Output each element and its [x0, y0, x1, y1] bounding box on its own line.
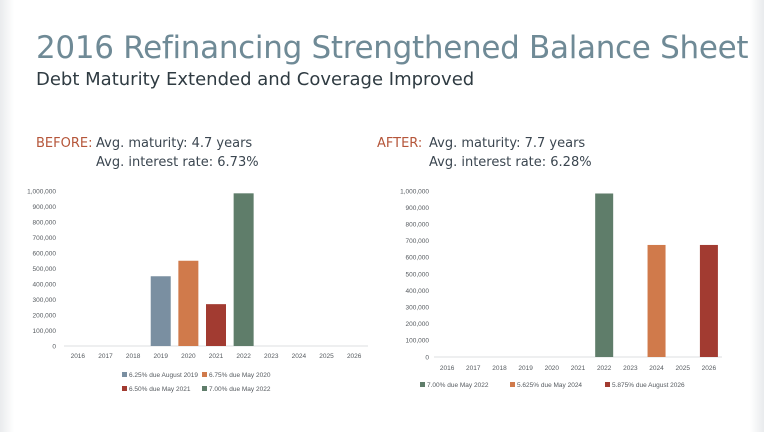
y-tick-label: 500,000: [406, 271, 430, 278]
y-tick-label: 100,000: [406, 338, 430, 345]
x-tick-label: 2022: [597, 365, 612, 372]
bar-2020: [178, 260, 199, 346]
bar-2026: [699, 244, 718, 357]
legend-label: 5.875% due August 2026: [612, 382, 685, 389]
x-tick-label: 2021: [209, 353, 224, 360]
y-tick-label: 500,000: [33, 266, 57, 273]
y-tick-label: 1,000,000: [27, 188, 56, 195]
y-tick-label: 800,000: [33, 219, 57, 226]
x-tick-label: 2017: [98, 353, 113, 360]
y-tick-label: 0: [52, 343, 56, 350]
y-tick-label: 400,000: [33, 281, 57, 288]
legend-swatch: [605, 382, 610, 387]
y-tick-label: 300,000: [33, 297, 57, 304]
y-tick-label: 400,000: [406, 288, 430, 295]
before-stats: BEFORE: Avg. maturity: 4.7 years Avg. int…: [36, 134, 259, 172]
bar-2024: [647, 244, 666, 357]
legend-swatch: [420, 382, 425, 387]
after-debt-maturity-chart: 0 100,000 200,000 300,000 400,000 500,000 600,…: [400, 188, 722, 389]
x-tick-label: 2016: [440, 365, 455, 372]
legend-label: 6.25% due August 2019: [129, 372, 198, 379]
y-tick-label: 0: [425, 354, 429, 361]
y-tick-label: 300,000: [406, 305, 430, 312]
bar-2022: [233, 193, 254, 346]
after-stats: AFTER: Avg. maturity: 7.7 years Avg. inte…: [377, 134, 592, 172]
x-tick-label: 2026: [702, 365, 717, 372]
x-tick-label: 2018: [126, 353, 141, 360]
y-tick-label: 600,000: [33, 250, 57, 257]
y-tick-label: 100,000: [33, 328, 57, 335]
y-tick-label: 600,000: [406, 255, 430, 262]
bar-2022: [595, 193, 614, 357]
legend-swatch: [202, 386, 207, 391]
y-tick-label: 700,000: [33, 235, 57, 242]
x-tick-label: 2020: [181, 353, 196, 360]
legend-swatch: [122, 386, 127, 391]
x-tick-label: 2023: [623, 365, 638, 372]
after-avg-maturity: Avg. maturity: 7.7 years: [429, 136, 586, 151]
legend-swatch: [510, 382, 515, 387]
x-tick-label: 2025: [675, 365, 690, 372]
bar-2019: [150, 276, 171, 346]
x-tick-label: 2016: [71, 353, 86, 360]
legend-label: 5.625% due May 2024: [517, 382, 582, 389]
before-avg-maturity: Avg. maturity: 4.7 years: [96, 136, 253, 151]
before-debt-maturity-chart: 0 100,000 200,000 300,000 400,000 500,000 600,…: [27, 188, 368, 393]
legend-swatch: [202, 372, 207, 377]
legend-swatch: [122, 372, 127, 377]
x-tick-label: 2019: [153, 353, 168, 360]
slide-subtitle: Debt Maturity Extended and Coverage Impr…: [36, 69, 475, 90]
legend-label: 6.75% due May 2020: [209, 372, 271, 379]
legend-label: 7.00% due May 2022: [209, 386, 271, 393]
x-tick-label: 2023: [264, 353, 279, 360]
x-tick-label: 2020: [545, 365, 560, 372]
x-tick-label: 2019: [518, 365, 533, 372]
bar-2021: [206, 304, 226, 346]
y-tick-label: 700,000: [406, 238, 430, 245]
y-tick-label: 900,000: [33, 204, 57, 211]
x-tick-label: 2026: [347, 353, 362, 360]
before-label: BEFORE:: [36, 136, 93, 151]
y-tick-label: 200,000: [33, 312, 57, 319]
x-tick-label: 2024: [649, 365, 664, 372]
x-tick-label: 2018: [492, 365, 507, 372]
x-tick-label: 2024: [292, 353, 307, 360]
y-tick-label: 900,000: [406, 205, 430, 212]
x-tick-label: 2025: [319, 353, 334, 360]
x-tick-label: 2017: [466, 365, 481, 372]
x-tick-label: 2022: [236, 353, 251, 360]
x-tick-label: 2021: [571, 365, 586, 372]
slide-title: 2016 Refinancing Strengthened Balance Sh…: [36, 30, 749, 66]
legend-label: 7.00% due May 2022: [427, 382, 489, 389]
after-label: AFTER:: [377, 136, 423, 151]
y-tick-label: 800,000: [406, 222, 430, 229]
after-avg-interest-rate: Avg. interest rate: 6.28%: [429, 155, 592, 170]
before-avg-interest-rate: Avg. interest rate: 6.73%: [96, 155, 259, 170]
y-tick-label: 200,000: [406, 321, 430, 328]
legend-label: 6.50% due May 2021: [129, 386, 191, 393]
y-tick-label: 1,000,000: [400, 188, 429, 195]
